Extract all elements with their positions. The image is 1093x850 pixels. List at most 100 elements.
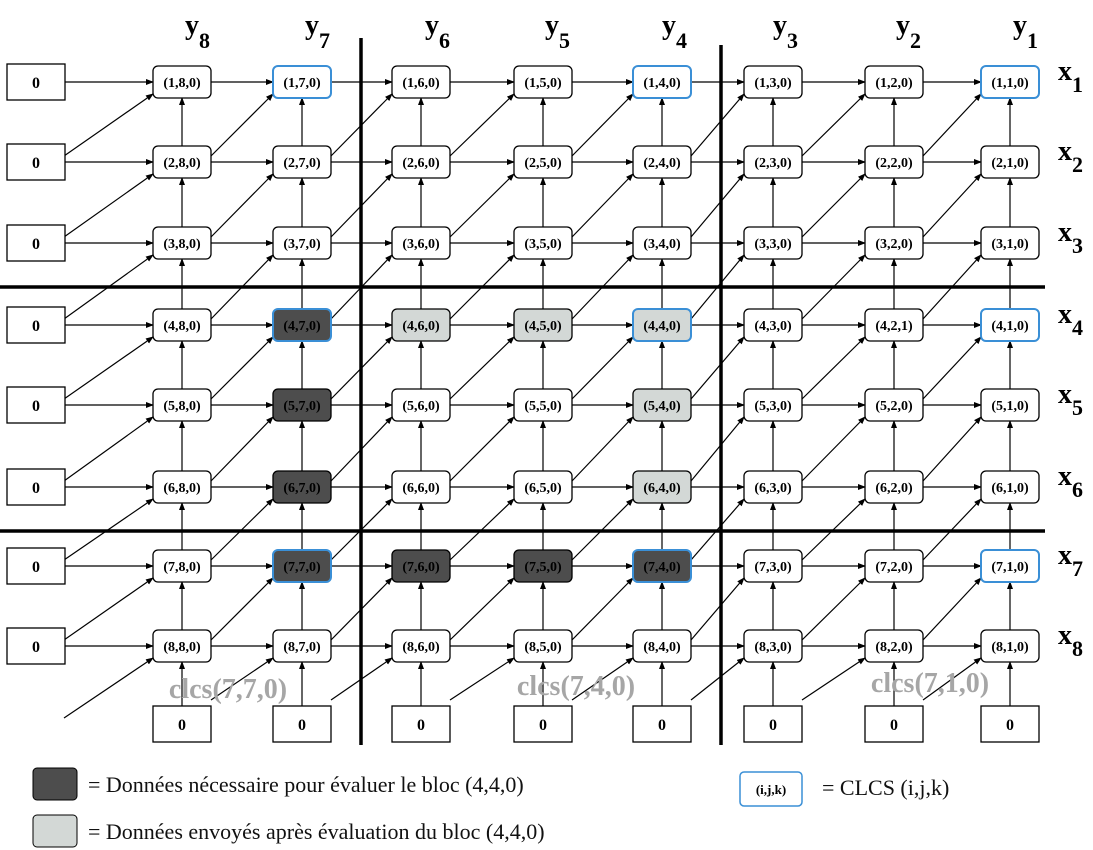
grid-node-label: (1,4,0)	[643, 76, 681, 91]
column-label-index: 6	[439, 28, 450, 53]
diagonal-arrow	[63, 173, 154, 238]
grid-node-label: (6,6,0)	[402, 481, 440, 496]
legend-light-swatch	[32, 814, 78, 848]
diagonal-arrow	[690, 336, 745, 400]
grid-node-label: (7,5,0)	[524, 560, 562, 575]
grid-node: (1,4,0)	[632, 65, 692, 99]
column-label: y8	[185, 10, 210, 53]
clcs-block-label: clcs(7,7,0)	[169, 674, 287, 705]
grid-node-box	[513, 470, 573, 504]
grid-node-label: (5,5,0)	[524, 399, 562, 414]
boundary-zero-rect	[6, 386, 66, 424]
grid-node-label: (2,2,0)	[875, 156, 913, 171]
boundary-zero-box: 0	[6, 63, 66, 101]
diagonal-arrow	[922, 93, 982, 157]
grid-node-label: (8,4,0)	[643, 640, 681, 655]
grid-node: (6,5,0)	[513, 470, 573, 504]
diagonal-arrow	[690, 577, 745, 641]
boundary-zero-text: 0	[1006, 717, 1014, 734]
grid-node: (5,8,0)	[152, 388, 212, 422]
grid-node-box	[980, 65, 1040, 99]
grid-node-box	[743, 145, 803, 179]
row-label: x6	[1058, 461, 1083, 502]
row-label-index: 1	[1072, 72, 1083, 97]
row-label-prefix: x	[1058, 461, 1072, 492]
grid-node: (6,6,0)	[391, 470, 451, 504]
diagonal-arrow	[571, 657, 634, 701]
legend-clcs-sample: (i,j,k)	[756, 782, 786, 797]
diagonal-arrow	[210, 93, 274, 157]
row-label-index: 3	[1072, 233, 1083, 258]
clcs-block-label: clcs(7,1,0)	[871, 668, 989, 699]
grid-node-label: (5,3,0)	[754, 399, 792, 414]
diagonal-arrow	[210, 173, 274, 238]
grid-node-box	[632, 388, 692, 422]
boundary-zero-rect	[6, 468, 66, 506]
grid-node: (4,1,0)	[980, 308, 1040, 342]
diagonal-arrow	[210, 657, 274, 701]
boundary-zero-rect	[6, 627, 66, 665]
boundary-zero-rect	[6, 547, 66, 585]
diagonal-arrow	[922, 577, 982, 641]
grid-node-box	[272, 629, 332, 663]
row-label-index: 7	[1072, 556, 1083, 581]
boundary-zero-box: 0	[6, 547, 66, 585]
column-label-index: 2	[910, 28, 921, 53]
grid-node-box	[864, 470, 924, 504]
diagonal-arrow	[571, 336, 634, 400]
grid-node: (4,4,0)	[632, 308, 692, 342]
diagonal-arrow	[801, 93, 866, 157]
grid-node-label: (3,4,0)	[643, 237, 681, 252]
grid-node-label: (6,2,0)	[875, 481, 913, 496]
grid-node-box	[864, 388, 924, 422]
grid-node-box	[513, 145, 573, 179]
grid-node: (3,3,0)	[743, 226, 803, 260]
grid-node-label: (2,1,0)	[991, 156, 1029, 171]
grid-node-box	[152, 629, 212, 663]
grid-node-label: (1,1,0)	[991, 76, 1029, 91]
grid-node: (6,4,0)	[632, 470, 692, 504]
grid-node-box	[391, 470, 451, 504]
grid-node: (5,5,0)	[513, 388, 573, 422]
grid-node-box	[743, 388, 803, 422]
diagonal-arrow	[801, 657, 866, 701]
legend: = Données nécessaire pour évaluer le blo…	[32, 767, 949, 848]
diagonal-arrow	[449, 336, 515, 400]
grid-node-label: (2,3,0)	[754, 156, 792, 171]
boundary-zero-box: 0	[6, 224, 66, 262]
grid-node-label: (2,8,0)	[163, 156, 201, 171]
boundary-zero-rect	[391, 705, 451, 743]
grid-node: (7,5,0)	[513, 549, 573, 583]
grid-node-box	[391, 65, 451, 99]
grid-node-box	[391, 308, 451, 342]
grid-node-box	[980, 388, 1040, 422]
grid-node-box	[980, 549, 1040, 583]
diagonal-arrow	[63, 657, 154, 719]
grid-node-box	[632, 629, 692, 663]
row-label: x2	[1058, 136, 1083, 177]
boundary-zero-rect	[152, 705, 212, 743]
grid-node-label: (5,7,0)	[283, 399, 321, 414]
diagonal-arrow	[801, 173, 866, 238]
grid-node-label: (7,8,0)	[163, 560, 201, 575]
diagonal-arrow	[449, 577, 515, 641]
grid-node-box	[513, 388, 573, 422]
grid-node-label: (1,7,0)	[283, 76, 321, 91]
grid-node-label: (7,7,0)	[283, 560, 321, 575]
diagonal-arrow	[690, 657, 745, 701]
grid-node-box	[980, 629, 1040, 663]
column-label-index: 3	[787, 28, 798, 53]
column-label: y6	[425, 10, 450, 53]
column-label-prefix: y	[305, 10, 319, 41]
grid-node-label: (8,3,0)	[754, 640, 792, 655]
boundary-zero-box: 0	[6, 627, 66, 665]
grid-node-box	[632, 308, 692, 342]
diagonal-arrow	[690, 93, 745, 157]
column-label: y5	[545, 10, 570, 53]
grid-node: (7,1,0)	[980, 549, 1040, 583]
row-label-prefix: x	[1058, 620, 1072, 651]
grid-node-box	[632, 65, 692, 99]
grid-node-label: (4,8,0)	[163, 319, 201, 334]
grid-node-box	[743, 470, 803, 504]
grid-node-box	[864, 226, 924, 260]
